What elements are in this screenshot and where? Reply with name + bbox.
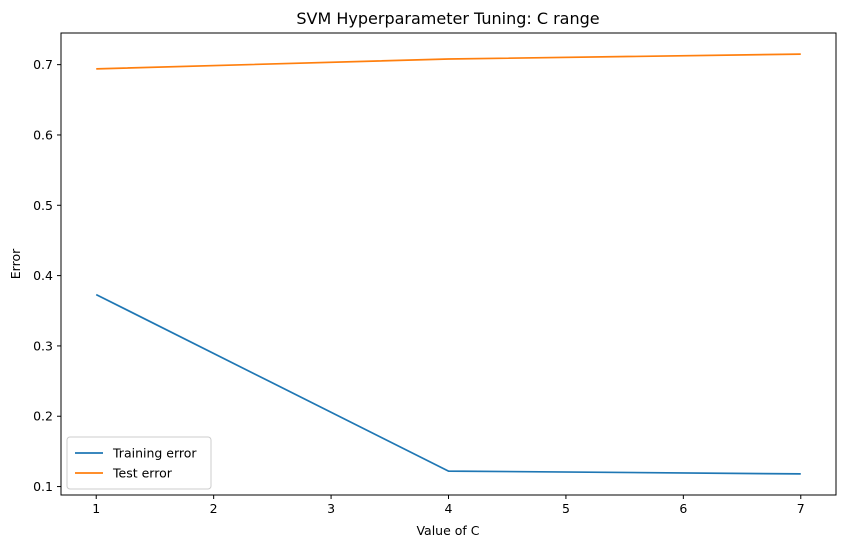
legend-entry-label: Training error (112, 446, 197, 461)
y-axis: 0.1 0.2 0.3 0.4 0.5 0.6 0.7 (33, 57, 61, 494)
chart-title: SVM Hyperparameter Tuning: C range (296, 9, 599, 28)
y-tick-label: 0.5 (33, 198, 53, 213)
legend-entry-label: Test error (112, 466, 173, 481)
y-axis-label: Error (8, 248, 23, 279)
y-tick-label: 0.6 (33, 127, 53, 142)
y-tick-label: 0.4 (33, 268, 53, 283)
y-tick-label: 0.7 (33, 57, 53, 72)
x-tick-label: 1 (92, 501, 100, 516)
x-tick-label: 7 (797, 501, 805, 516)
legend: Training error Test error (66, 436, 212, 490)
y-tick-label: 0.3 (33, 338, 53, 353)
x-tick-label: 3 (327, 501, 335, 516)
y-tick-label: 0.1 (33, 479, 53, 494)
x-tick-label: 6 (679, 501, 687, 516)
series-line-test-error (96, 53, 801, 70)
plot-frame (60, 32, 837, 496)
series-line-training-error (95, 293, 801, 475)
x-axis-label: Value of C (416, 523, 479, 538)
y-tick-label: 0.2 (33, 409, 53, 424)
x-tick-label: 2 (210, 501, 218, 516)
plot-area (61, 33, 836, 495)
x-axis: 1 2 3 4 5 6 7 (92, 495, 805, 516)
legend-box (66, 436, 212, 490)
series-lines (95, 53, 801, 475)
x-tick-label: 4 (445, 501, 453, 516)
x-tick-label: 5 (562, 501, 570, 516)
